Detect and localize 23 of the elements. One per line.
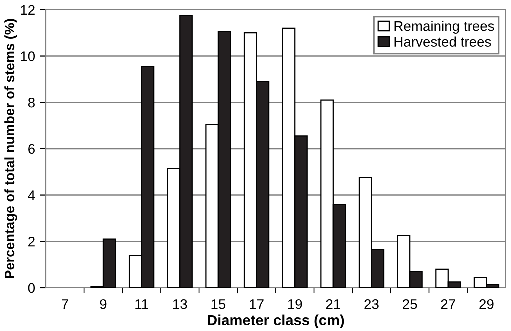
legend-label: Harvested trees — [394, 36, 492, 47]
y-tick-label: 0 — [28, 283, 36, 294]
x-tick-label: 27 — [441, 299, 456, 310]
x-tick-label: 19 — [288, 299, 302, 310]
y-tick-label: 12 — [21, 5, 35, 15]
x-tick-label: 23 — [364, 299, 379, 310]
y-tick-label: 8 — [28, 98, 35, 108]
y-tick-label: 2 — [28, 236, 35, 247]
y-axis-title: Percentage of total number of stems (%) — [4, 19, 18, 278]
y-tick-label: 10 — [21, 52, 36, 62]
legend-label: Remaining trees — [394, 21, 494, 34]
x-tick-label: 25 — [403, 299, 418, 310]
y-tick-label: 6 — [28, 144, 35, 154]
x-tick-label: 9 — [100, 299, 107, 310]
x-tick-label: 7 — [62, 300, 68, 310]
x-tick-label: 15 — [212, 300, 226, 310]
x-axis-title: Diameter class (cm) — [208, 314, 344, 328]
x-tick-label: 21 — [326, 299, 340, 310]
x-tick-label: 11 — [136, 300, 148, 310]
x-tick-label: 13 — [173, 299, 188, 310]
x-tick-label: 29 — [480, 299, 494, 310]
x-tick-label: 17 — [250, 300, 264, 310]
y-tick-label: 4 — [28, 190, 36, 200]
